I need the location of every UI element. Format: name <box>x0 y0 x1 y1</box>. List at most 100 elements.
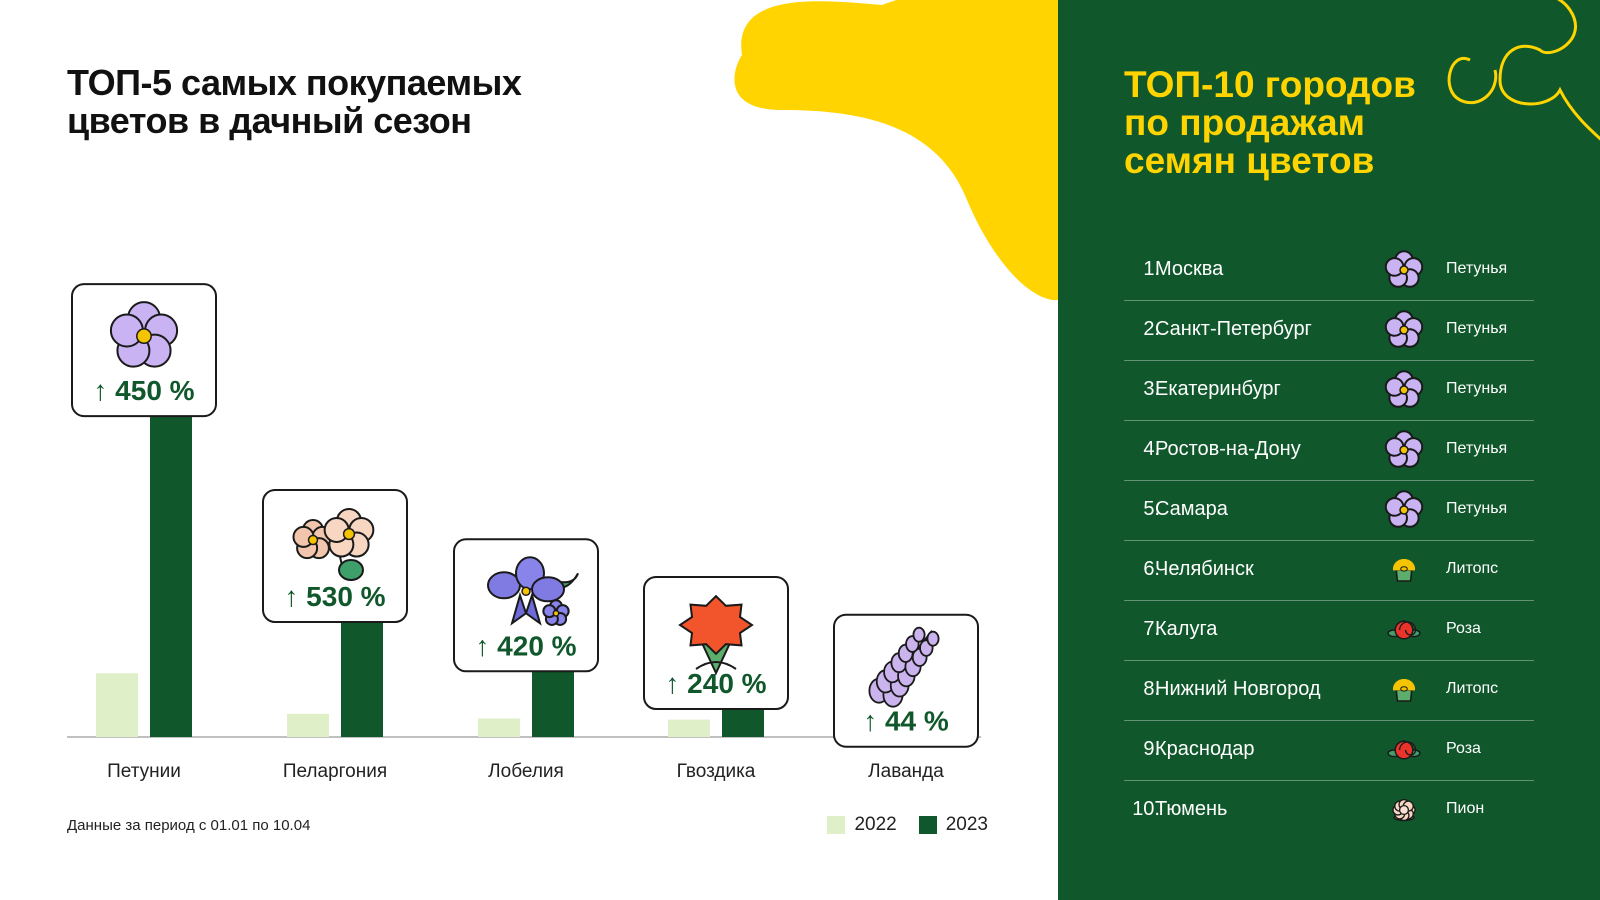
city-flower-icon <box>1384 250 1424 288</box>
city-name: Самара <box>1155 498 1228 520</box>
growth-card: ↑ 240 % <box>643 576 789 710</box>
city-row: 7. Калуга Роза <box>1124 601 1534 661</box>
city-name: Челябинск <box>1155 558 1254 580</box>
city-row: 10. Тюмень Пион <box>1124 781 1534 840</box>
lithops-icon <box>1393 558 1415 582</box>
city-flower-icon <box>1384 310 1424 348</box>
city-flower-name: Литопс <box>1446 680 1499 697</box>
bar-chart: ↑ 450 % Петунии ↑ 530 % Пеларгония ↑ 420 % Ло… <box>67 283 981 782</box>
petunia-icon <box>109 301 179 368</box>
city-flower-name: Роза <box>1446 620 1481 637</box>
city-name: Санкт-Петербург <box>1155 318 1312 340</box>
city-flower-icon <box>1393 558 1415 582</box>
city-row: 4. Ростов-на-Дону Петунья <box>1124 421 1534 481</box>
cities-title: ТОП-10 городов по продажам семян цветов <box>1124 66 1416 180</box>
city-flower-name: Литопс <box>1446 560 1499 577</box>
legend-item-2023: 2023 <box>918 814 988 836</box>
growth-label: ↑ 44 % <box>863 706 949 737</box>
carnation-icon <box>678 594 754 676</box>
petunia-icon <box>1384 250 1424 288</box>
city-rank: 3. <box>1143 378 1160 400</box>
bar-2022 <box>478 718 520 737</box>
city-row: 5. Самара Петунья <box>1124 481 1534 541</box>
chart-title: ТОП-5 самых покупаемых цветов в дачный с… <box>67 62 522 141</box>
city-flower-name: Петунья <box>1446 500 1508 517</box>
city-rank: 4. <box>1143 438 1160 460</box>
legend-item-2022: 2022 <box>827 814 897 836</box>
category-label: Гвоздика <box>677 761 756 782</box>
footnote: Данные за период с 01.01 по 10.04 <box>67 817 311 834</box>
growth-card: ↑ 44 % <box>833 613 979 748</box>
growth-label: ↑ 420 % <box>475 630 576 661</box>
city-rank: 2. <box>1143 318 1160 340</box>
bar-2023 <box>150 386 192 737</box>
growth-card-frame <box>453 538 599 673</box>
city-list: 1. Москва Петунья 2. Санкт-Петербург Петунья 3… <box>1124 241 1534 840</box>
city-name: Москва <box>1155 258 1224 280</box>
city-flower-name: Пион <box>1446 800 1485 817</box>
bar-2022 <box>668 719 710 737</box>
city-rank: 7. <box>1143 618 1160 640</box>
legend-label-2022: 2022 <box>854 814 897 835</box>
city-flower-icon <box>1387 620 1421 640</box>
city-rank: 8. <box>1143 678 1160 700</box>
flower-outline-decoration <box>1447 0 1600 141</box>
city-flower-name: Петунья <box>1446 320 1508 337</box>
peony-icon <box>1392 798 1416 822</box>
city-flower-name: Роза <box>1446 740 1481 757</box>
chart-legend: 2022 2023 <box>827 814 988 836</box>
growth-card: ↑ 450 % <box>71 283 217 418</box>
legend-swatch-2022 <box>827 816 846 834</box>
growth-card: ↑ 420 % <box>453 538 599 673</box>
cities-title-line-2: по продажам <box>1124 102 1365 143</box>
pelargonium-icon <box>292 508 375 581</box>
petunia-icon <box>1384 430 1424 468</box>
city-row: 9. Краснодар Роза <box>1124 721 1534 781</box>
city-row: 6. Челябинск Литопс <box>1124 541 1534 601</box>
petunia-icon <box>1384 310 1424 348</box>
category-label: Лаванда <box>868 761 944 782</box>
bar-2022 <box>96 673 138 737</box>
right-panel: ТОП-10 городов по продажам семян цветов … <box>1058 0 1600 900</box>
rose-icon <box>1387 740 1421 760</box>
category-label: Пеларгония <box>283 761 387 782</box>
lobelia-icon <box>487 556 579 626</box>
category-label: Петунии <box>107 761 181 782</box>
rose-icon <box>1387 620 1421 640</box>
city-row: 3. Екатеринбург Петунья <box>1124 361 1534 421</box>
category-label: Лобелия <box>488 761 564 782</box>
city-row: 8. Нижний Новгород Литопс <box>1124 661 1534 721</box>
city-flower-icon <box>1387 740 1421 760</box>
city-flower-name: Петунья <box>1446 260 1508 277</box>
city-flower-name: Петунья <box>1446 440 1508 457</box>
city-name: Краснодар <box>1155 738 1255 760</box>
growth-card: ↑ 530 % <box>262 489 408 623</box>
city-rank: 6. <box>1143 558 1160 580</box>
growth-label: ↑ 450 % <box>93 375 194 406</box>
city-rank: 5. <box>1143 498 1160 520</box>
city-rank: 1. <box>1143 258 1160 280</box>
city-rank: 10. <box>1132 798 1160 820</box>
left-panel: ТОП-5 самых покупаемых цветов в дачный с… <box>67 0 1062 836</box>
city-name: Екатеринбург <box>1155 378 1281 400</box>
chart-title-line-1: ТОП-5 самых покупаемых <box>67 62 522 103</box>
yellow-flower-decoration <box>734 0 1062 300</box>
city-flower-icon <box>1384 490 1424 528</box>
lavender-icon <box>868 626 940 708</box>
lithops-icon <box>1393 678 1415 702</box>
city-name: Тюмень <box>1155 798 1228 820</box>
chart-title-line-2: цветов в дачный сезон <box>67 100 472 141</box>
city-row: 1. Москва Петунья <box>1124 241 1534 301</box>
cities-title-line-3: семян цветов <box>1124 140 1375 181</box>
city-flower-icon <box>1393 678 1415 702</box>
bar-2022 <box>287 713 329 737</box>
city-flower-name: Петунья <box>1446 380 1508 397</box>
growth-label: ↑ 240 % <box>665 668 766 699</box>
city-name: Нижний Новгород <box>1155 678 1321 700</box>
city-row: 2. Санкт-Петербург Петунья <box>1124 301 1534 361</box>
legend-label-2023: 2023 <box>945 814 988 835</box>
city-name: Ростов-на-Дону <box>1155 438 1301 460</box>
legend-swatch-2023 <box>918 816 937 834</box>
city-flower-icon <box>1384 430 1424 468</box>
growth-label: ↑ 530 % <box>284 581 385 612</box>
